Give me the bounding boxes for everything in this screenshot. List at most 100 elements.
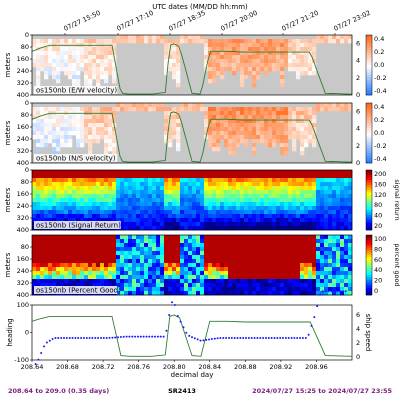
heatmap-cell — [248, 239, 253, 244]
heatmap-cell — [48, 275, 53, 280]
heatmap-cell — [232, 139, 237, 144]
heatmap-cell — [148, 226, 153, 231]
heatmap-cell — [164, 214, 169, 219]
heatmap-cell — [216, 226, 221, 231]
heatmap-cell — [96, 59, 101, 64]
heatmap-cell — [148, 239, 153, 244]
heatmap-cell — [208, 115, 213, 120]
heatmap-cell — [72, 107, 77, 112]
heatmap-cell — [196, 263, 201, 268]
heatmap-cell — [144, 103, 149, 108]
heatmap-cell — [136, 107, 141, 112]
heatmap-cell — [32, 135, 37, 140]
heatmap-cell — [192, 243, 197, 248]
heatmap-cell — [296, 263, 301, 268]
colorbar-segment — [366, 143, 372, 146]
heatmap-cell — [48, 218, 53, 223]
heatmap-cell — [168, 271, 173, 276]
heatmap-cell — [44, 202, 49, 207]
heatmap-cell — [284, 259, 289, 264]
heatmap-cell — [188, 170, 193, 175]
heatmap-cell — [88, 267, 93, 272]
colorbar-segment — [366, 82, 372, 86]
heatmap-cell — [144, 35, 149, 40]
heading-point — [199, 339, 202, 342]
heatmap-cell — [228, 291, 233, 296]
heatmap-cell — [140, 275, 145, 280]
heatmap-cell — [284, 182, 289, 187]
heatmap-cell — [72, 182, 77, 187]
heatmap-cell — [264, 247, 269, 252]
heatmap-cell — [232, 51, 237, 56]
heatmap-cell — [296, 75, 301, 80]
heatmap-cell — [256, 182, 261, 187]
heatmap-cell — [92, 210, 97, 215]
heatmap-cell — [252, 170, 257, 175]
heatmap-cell — [320, 247, 325, 252]
heatmap-cell — [196, 291, 201, 296]
heatmap-cell — [252, 243, 257, 248]
heatmap-cell — [76, 255, 81, 260]
heatmap-cell — [204, 287, 209, 292]
heatmap-cell — [192, 287, 197, 292]
heatmap-cell — [36, 243, 41, 248]
heatmap-cell — [60, 247, 65, 252]
heatmap-cell — [292, 127, 297, 132]
heatmap-cell — [148, 255, 153, 260]
heatmap-cell — [76, 202, 81, 207]
heatmap-cell — [68, 127, 73, 132]
heading-point — [122, 335, 125, 338]
heatmap-cell — [112, 67, 117, 72]
heatmap-cell — [32, 59, 37, 64]
heatmap-cell — [228, 287, 233, 292]
heatmap-cell — [48, 63, 53, 68]
heatmap-cell — [296, 214, 301, 219]
heatmap-cell — [100, 178, 105, 183]
heading-point — [145, 335, 148, 338]
heatmap-cell — [92, 186, 97, 191]
heatmap-cell — [312, 190, 317, 195]
heatmap-cell — [68, 143, 73, 148]
heatmap-cell — [108, 206, 113, 211]
colorbar-label: percent good — [393, 243, 400, 286]
heatmap-cell — [144, 174, 149, 179]
heatmap-cell — [120, 178, 125, 183]
heatmap-cell — [68, 198, 73, 203]
heading-point — [74, 337, 77, 339]
heading-point — [344, 290, 347, 293]
heatmap-cell — [116, 243, 121, 248]
heatmap-cell — [120, 271, 125, 276]
heatmap-cell — [208, 59, 213, 64]
heatmap-cell — [312, 47, 317, 52]
heatmap-cell — [256, 243, 261, 248]
heatmap-cell — [348, 235, 353, 240]
heatmap-cell — [272, 226, 277, 231]
heatmap-cell — [264, 111, 269, 116]
heatmap-cell — [180, 214, 185, 219]
heatmap-cell — [280, 115, 285, 120]
heatmap-cell — [208, 287, 213, 292]
heatmap-cell — [92, 127, 97, 132]
heatmap-cell — [72, 186, 77, 191]
heatmap-cell — [216, 190, 221, 195]
heatmap-cell — [44, 123, 49, 128]
heatmap-cell — [96, 79, 101, 84]
heatmap-cell — [36, 178, 41, 183]
heatmap-cell — [256, 235, 261, 240]
heatmap-cell — [176, 119, 181, 124]
heatmap-cell — [100, 206, 105, 211]
heatmap-cell — [200, 202, 205, 207]
heatmap-cell — [76, 83, 81, 88]
heatmap-cell — [76, 131, 81, 136]
heatmap-cell — [216, 287, 221, 292]
y-tick-label: 160 — [17, 255, 29, 263]
heatmap-cell — [292, 174, 297, 179]
heatmap-cell — [184, 235, 189, 240]
heatmap-cell — [340, 218, 345, 223]
heatmap-cell — [76, 39, 81, 44]
heatmap-cell — [288, 51, 293, 56]
x-tick-label: 208.96 — [305, 363, 328, 371]
heatmap-cell — [216, 283, 221, 288]
heatmap-cell — [260, 127, 265, 132]
heatmap-cell — [32, 127, 37, 132]
